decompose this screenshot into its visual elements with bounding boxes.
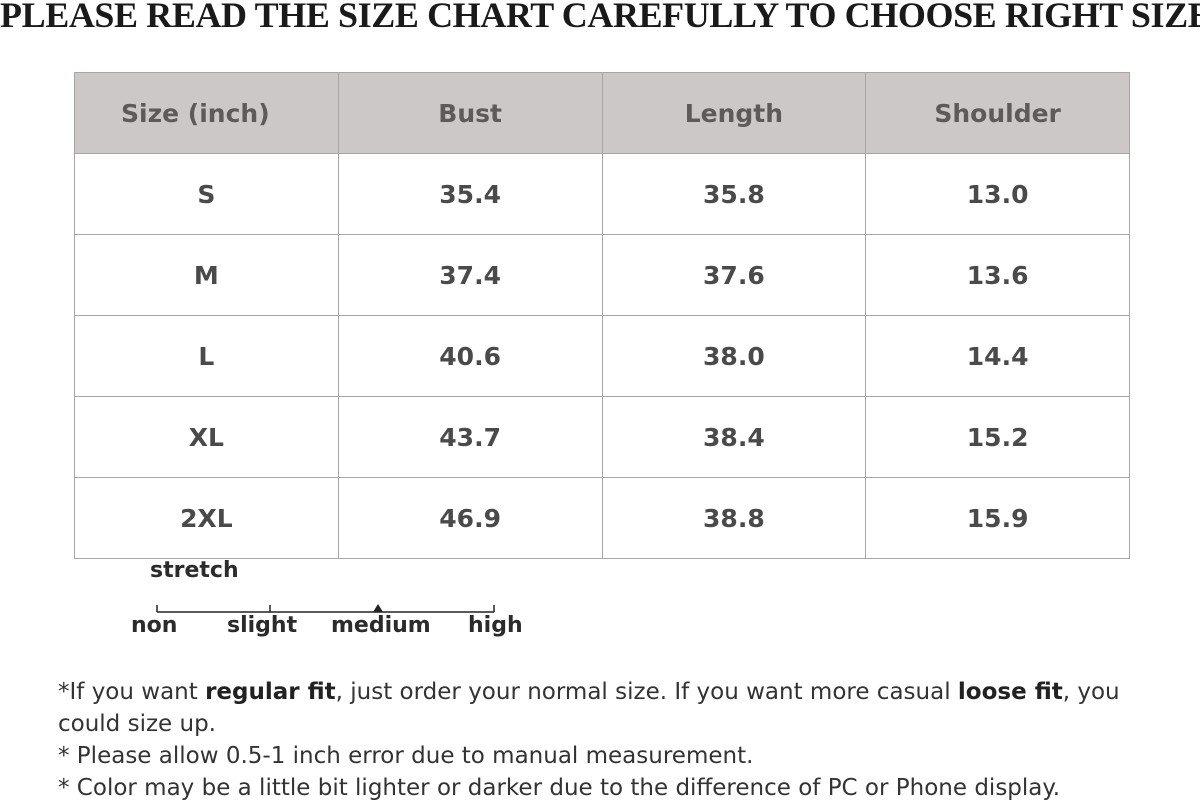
size-chart-table: Size (inch) Bust Length Shoulder S 35.4 … bbox=[74, 72, 1130, 559]
note-measurement: * Please allow 0.5-1 inch error due to m… bbox=[58, 743, 754, 769]
page-title: PLEASE READ THE SIZE CHART CAREFULLY TO … bbox=[0, 0, 1200, 35]
stretch-level-high: high bbox=[468, 613, 523, 638]
table-row: S 35.4 35.8 13.0 bbox=[74, 153, 1130, 235]
size-cell: XL bbox=[74, 396, 339, 478]
header-bust: Bust bbox=[337, 72, 603, 154]
note-color: * Color may be a little bit lighter or d… bbox=[58, 775, 1061, 801]
table-row: 2XL 46.9 38.8 15.9 bbox=[74, 477, 1130, 559]
length-cell: 38.4 bbox=[601, 396, 867, 478]
table-header-row: Size (inch) Bust Length Shoulder bbox=[74, 72, 1130, 154]
stretch-level-non: non bbox=[131, 613, 178, 638]
size-cell: 2XL bbox=[74, 477, 339, 559]
header-shoulder: Shoulder bbox=[865, 72, 1130, 154]
length-cell: 37.6 bbox=[601, 234, 867, 316]
shoulder-cell: 14.4 bbox=[865, 315, 1130, 397]
note-fit-text: , you could size up. bbox=[58, 679, 1120, 737]
length-cell: 38.0 bbox=[601, 315, 867, 397]
bust-cell: 40.6 bbox=[337, 315, 603, 397]
note-loose-fit: loose fit bbox=[957, 679, 1063, 705]
size-cell: S bbox=[74, 153, 339, 235]
notes-section: *If you want regular fit, just order you… bbox=[58, 676, 1158, 804]
note-fit-text: , just order your normal size. If you wa… bbox=[335, 679, 958, 705]
shoulder-cell: 15.2 bbox=[865, 396, 1130, 478]
header-size: Size (inch) bbox=[74, 72, 339, 154]
table-row: L 40.6 38.0 14.4 bbox=[74, 315, 1130, 397]
length-cell: 35.8 bbox=[601, 153, 867, 235]
note-fit: *If you want regular fit, just order you… bbox=[58, 676, 1158, 740]
table-row: XL 43.7 38.4 15.2 bbox=[74, 396, 1130, 478]
bust-cell: 37.4 bbox=[337, 234, 603, 316]
shoulder-cell: 13.6 bbox=[865, 234, 1130, 316]
header-length: Length bbox=[601, 72, 867, 154]
note-regular-fit: regular fit bbox=[205, 679, 336, 705]
shoulder-cell: 13.0 bbox=[865, 153, 1130, 235]
bust-cell: 43.7 bbox=[337, 396, 603, 478]
table-row: M 37.4 37.6 13.6 bbox=[74, 234, 1130, 316]
stretch-level-slight: slight bbox=[227, 613, 298, 638]
stretch-selected-marker-icon bbox=[373, 604, 383, 612]
length-cell: 38.8 bbox=[601, 477, 867, 559]
note-fit-text: *If you want bbox=[58, 679, 206, 705]
shoulder-cell: 15.9 bbox=[865, 477, 1130, 559]
stretch-level-medium: medium bbox=[331, 613, 431, 638]
size-cell: L bbox=[74, 315, 339, 397]
bust-cell: 35.4 bbox=[337, 153, 603, 235]
size-cell: M bbox=[74, 234, 339, 316]
stretch-scale bbox=[156, 604, 495, 613]
bust-cell: 46.9 bbox=[337, 477, 603, 559]
stretch-label: stretch bbox=[150, 558, 239, 583]
